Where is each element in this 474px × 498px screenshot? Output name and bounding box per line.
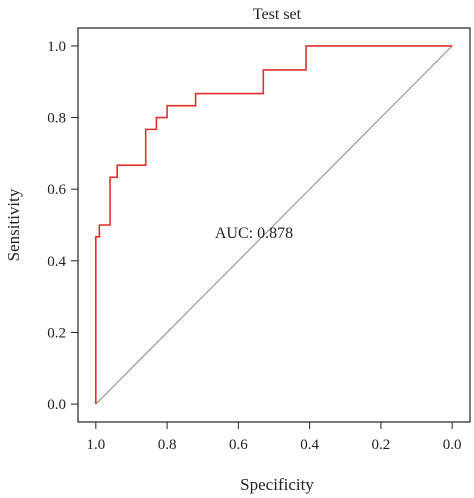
auc-annotation: AUC: 0.878 [215, 225, 293, 242]
y-tick-label: 0.8 [47, 111, 66, 127]
x-tick-label: 0.4 [300, 437, 319, 453]
roc-curve-line [95, 45, 453, 405]
reference-diagonal-line [95, 45, 453, 405]
x-tick-label: 0.6 [229, 437, 248, 453]
x-tick-label: 0.0 [443, 437, 462, 453]
y-tick-label: 0.6 [47, 182, 66, 198]
y-axis-title: Sensitivity [4, 188, 23, 261]
y-tick-label: 1.0 [47, 39, 66, 55]
chart-title: Test set [253, 6, 302, 23]
plot-frame [77, 27, 471, 423]
x-tick-label: 0.8 [158, 437, 177, 453]
x-tick-label: 0.2 [372, 437, 391, 453]
y-tick-label: 0.4 [47, 254, 66, 270]
x-axis: 1.0 0.8 0.6 0.4 0.2 0.0 [86, 422, 462, 453]
y-tick-label: 0.2 [47, 325, 66, 341]
y-axis: 0.0 0.2 0.4 0.6 0.8 1.0 [47, 39, 78, 413]
x-axis-title: Specificity [240, 475, 314, 494]
x-tick-label: 1.0 [86, 437, 105, 453]
y-tick-label: 0.0 [47, 397, 66, 413]
